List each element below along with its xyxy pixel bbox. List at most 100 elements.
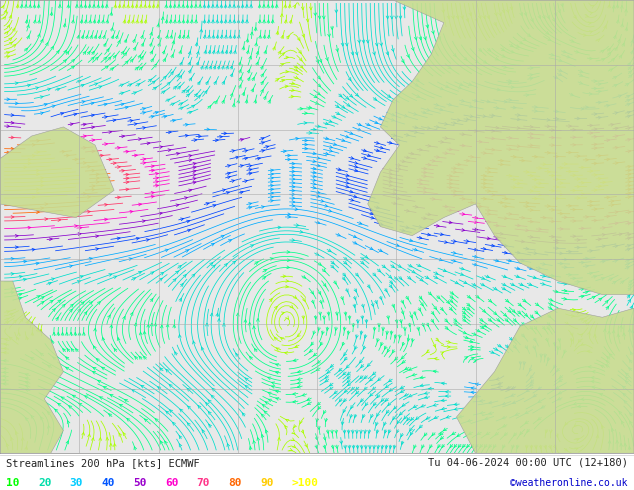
FancyArrowPatch shape (376, 149, 379, 152)
FancyArrowPatch shape (463, 318, 466, 321)
FancyArrowPatch shape (118, 5, 121, 8)
FancyArrowPatch shape (395, 357, 398, 360)
FancyArrowPatch shape (49, 238, 52, 241)
FancyArrowPatch shape (328, 34, 330, 37)
FancyArrowPatch shape (531, 380, 534, 383)
FancyArrowPatch shape (462, 99, 464, 102)
FancyArrowPatch shape (365, 403, 368, 406)
FancyArrowPatch shape (313, 186, 316, 189)
FancyArrowPatch shape (411, 48, 414, 50)
FancyArrowPatch shape (211, 244, 214, 246)
FancyArrowPatch shape (454, 322, 457, 325)
FancyArrowPatch shape (242, 93, 245, 96)
FancyArrowPatch shape (297, 334, 301, 337)
FancyArrowPatch shape (316, 368, 320, 370)
FancyArrowPatch shape (631, 330, 634, 333)
FancyArrowPatch shape (25, 389, 29, 392)
FancyArrowPatch shape (314, 13, 316, 16)
FancyArrowPatch shape (185, 134, 188, 137)
FancyArrowPatch shape (467, 419, 470, 422)
FancyArrowPatch shape (271, 192, 273, 195)
FancyArrowPatch shape (55, 409, 58, 412)
FancyArrowPatch shape (247, 50, 249, 53)
FancyArrowPatch shape (257, 438, 260, 441)
FancyArrowPatch shape (276, 348, 280, 350)
FancyArrowPatch shape (628, 284, 631, 287)
FancyArrowPatch shape (514, 345, 516, 348)
FancyArrowPatch shape (134, 122, 137, 125)
FancyArrowPatch shape (615, 127, 618, 130)
FancyArrowPatch shape (611, 204, 614, 206)
FancyArrowPatch shape (401, 434, 403, 437)
FancyArrowPatch shape (174, 20, 176, 23)
FancyArrowPatch shape (172, 422, 176, 425)
FancyArrowPatch shape (616, 20, 619, 23)
FancyArrowPatch shape (90, 35, 93, 39)
FancyArrowPatch shape (271, 196, 273, 198)
FancyArrowPatch shape (248, 322, 251, 325)
FancyArrowPatch shape (480, 412, 483, 414)
FancyArrowPatch shape (67, 421, 70, 424)
FancyArrowPatch shape (94, 35, 96, 39)
FancyArrowPatch shape (189, 154, 191, 157)
FancyArrowPatch shape (171, 103, 174, 106)
FancyArrowPatch shape (267, 20, 269, 23)
FancyArrowPatch shape (103, 387, 107, 389)
FancyArrowPatch shape (546, 31, 549, 34)
FancyArrowPatch shape (571, 315, 574, 318)
FancyArrowPatch shape (483, 174, 486, 177)
FancyArrowPatch shape (623, 386, 626, 389)
FancyArrowPatch shape (271, 382, 275, 385)
FancyArrowPatch shape (391, 49, 394, 51)
FancyArrowPatch shape (569, 273, 571, 276)
FancyArrowPatch shape (614, 76, 617, 79)
FancyArrowPatch shape (619, 325, 623, 328)
FancyArrowPatch shape (96, 173, 99, 176)
FancyArrowPatch shape (393, 416, 396, 419)
FancyArrowPatch shape (436, 125, 439, 128)
FancyArrowPatch shape (553, 365, 557, 368)
FancyArrowPatch shape (254, 27, 257, 30)
FancyArrowPatch shape (246, 39, 249, 42)
FancyArrowPatch shape (209, 412, 211, 415)
FancyArrowPatch shape (389, 285, 392, 288)
FancyArrowPatch shape (627, 103, 630, 106)
FancyArrowPatch shape (83, 162, 86, 164)
FancyArrowPatch shape (117, 338, 120, 341)
FancyArrowPatch shape (489, 299, 491, 302)
FancyArrowPatch shape (370, 212, 373, 215)
FancyArrowPatch shape (530, 326, 533, 329)
FancyArrowPatch shape (453, 171, 456, 173)
FancyArrowPatch shape (534, 445, 538, 448)
FancyArrowPatch shape (216, 35, 219, 38)
FancyArrowPatch shape (237, 35, 240, 38)
FancyArrowPatch shape (417, 95, 420, 98)
FancyArrowPatch shape (508, 82, 511, 84)
FancyArrowPatch shape (256, 62, 258, 65)
FancyArrowPatch shape (301, 430, 304, 433)
FancyArrowPatch shape (461, 267, 464, 270)
FancyArrowPatch shape (41, 301, 44, 304)
FancyArrowPatch shape (438, 444, 441, 448)
FancyArrowPatch shape (60, 112, 63, 115)
FancyArrowPatch shape (462, 133, 465, 136)
FancyArrowPatch shape (460, 273, 463, 275)
FancyArrowPatch shape (592, 296, 595, 299)
FancyArrowPatch shape (63, 348, 65, 352)
FancyArrowPatch shape (356, 446, 359, 448)
FancyArrowPatch shape (379, 249, 382, 251)
FancyArrowPatch shape (393, 189, 396, 191)
FancyArrowPatch shape (123, 433, 126, 436)
FancyArrowPatch shape (389, 176, 392, 179)
FancyArrowPatch shape (57, 88, 60, 91)
FancyArrowPatch shape (134, 154, 137, 157)
FancyArrowPatch shape (347, 372, 351, 375)
FancyArrowPatch shape (226, 192, 230, 194)
FancyArrowPatch shape (93, 20, 96, 23)
FancyArrowPatch shape (159, 212, 162, 215)
FancyArrowPatch shape (555, 76, 558, 78)
FancyArrowPatch shape (226, 66, 228, 69)
Text: 40: 40 (101, 478, 115, 488)
FancyArrowPatch shape (607, 158, 610, 161)
FancyArrowPatch shape (351, 157, 354, 159)
